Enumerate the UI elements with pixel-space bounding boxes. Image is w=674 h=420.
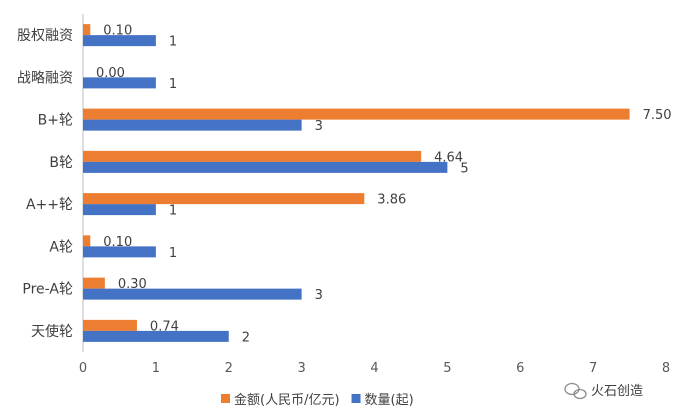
amount-data-label: 0.10 xyxy=(103,24,132,39)
count-bar xyxy=(83,77,156,89)
x-tick-label: 3 xyxy=(297,361,305,376)
count-data-label: 1 xyxy=(169,35,177,50)
x-tick-label: 6 xyxy=(516,361,524,376)
count-bar xyxy=(83,161,448,173)
count-bar xyxy=(83,246,156,258)
amount-bar xyxy=(83,150,422,162)
amount-bar xyxy=(83,319,137,331)
amount-bar xyxy=(83,193,365,205)
x-tick-label: 1 xyxy=(152,361,160,376)
count-data-label: 2 xyxy=(242,330,250,345)
legend-swatch-count xyxy=(351,394,361,403)
category-label: 战略融资 xyxy=(17,70,73,86)
watermark: 火石创造 xyxy=(564,382,643,400)
x-tick-label: 0 xyxy=(79,361,87,376)
watermark-text: 火石创造 xyxy=(591,384,643,399)
count-bar xyxy=(83,119,302,131)
legend: 金额(人民币/亿元) 数量(起) xyxy=(221,392,414,408)
count-bar xyxy=(83,204,156,216)
category-label: A++轮 xyxy=(26,197,73,213)
amount-data-label: 0.00 xyxy=(96,66,125,81)
amount-data-label: 3.86 xyxy=(377,193,406,208)
count-data-label: 3 xyxy=(315,288,323,303)
x-tick-label: 4 xyxy=(370,361,378,376)
legend-label-amount: 金额(人民币/亿元) xyxy=(234,392,340,408)
x-tick-label: 5 xyxy=(443,361,451,376)
x-tick-label: 7 xyxy=(589,361,597,376)
amount-data-label: 0.10 xyxy=(103,235,132,250)
legend-label-count: 数量(起) xyxy=(365,393,414,408)
count-data-label: 1 xyxy=(169,204,177,219)
category-label: 天使轮 xyxy=(31,323,73,340)
count-bar xyxy=(83,288,302,300)
count-data-label: 3 xyxy=(315,119,323,134)
count-data-label: 1 xyxy=(169,246,177,261)
category-label: A轮 xyxy=(49,239,73,255)
count-bar xyxy=(83,35,156,47)
count-bar xyxy=(83,330,229,342)
amount-data-label: 0.74 xyxy=(150,319,179,334)
count-data-label: 1 xyxy=(169,77,177,92)
x-tick-label: 8 xyxy=(662,361,670,376)
amount-bar xyxy=(83,24,91,36)
x-tick-label: 2 xyxy=(225,361,233,376)
amount-bar xyxy=(83,108,630,120)
amount-data-label: 0.30 xyxy=(118,277,147,292)
amount-data-label: 4.64 xyxy=(434,150,463,165)
category-label: 股权融资 xyxy=(17,28,73,44)
amount-bar xyxy=(83,235,91,247)
legend-swatch-amount xyxy=(221,394,230,403)
amount-data-label: 7.50 xyxy=(643,108,672,123)
category-label: B+轮 xyxy=(38,113,73,129)
wechat-icon xyxy=(564,382,587,400)
category-label: Pre-A轮 xyxy=(22,282,73,298)
count-data-label: 5 xyxy=(460,161,468,176)
plot-area: 0 1 2 3 4 5 6 7 8 股权融资 0.10 1 战略融资 0.00 1 B+轮 7.50 3 B轮 4.6… xyxy=(17,14,672,376)
amount-bar xyxy=(83,277,105,289)
category-label: B轮 xyxy=(49,155,73,171)
